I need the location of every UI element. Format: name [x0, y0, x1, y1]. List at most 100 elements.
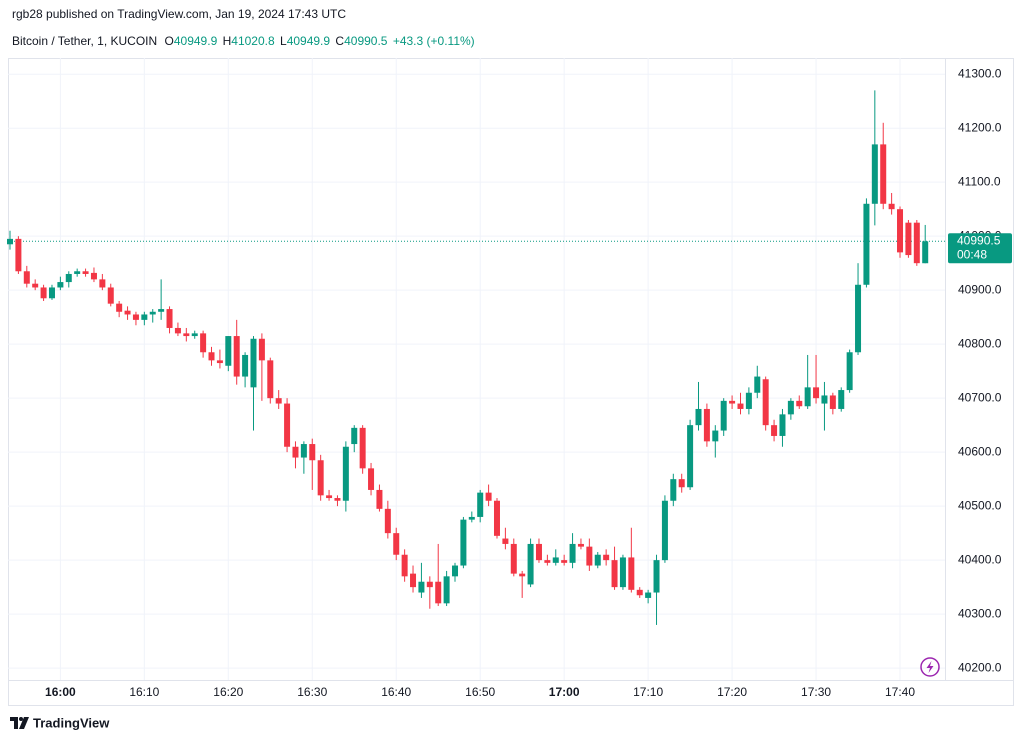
candle [737, 392, 744, 415]
candle-body [7, 238, 13, 245]
candle [796, 395, 803, 409]
candle [107, 283, 114, 307]
candle [720, 398, 727, 436]
candle-body [435, 581, 442, 604]
candle [174, 322, 181, 337]
ohlc-label: C [335, 34, 344, 48]
candle [712, 425, 719, 458]
candle [401, 549, 408, 582]
candle [242, 352, 249, 388]
countdown: 00:48 [957, 247, 987, 261]
logo-dot [19, 717, 23, 721]
candle-body [393, 533, 400, 555]
ohlc-value: 40949.9 [287, 34, 331, 48]
candle [200, 330, 207, 358]
candle-body [174, 327, 181, 334]
candle-body [57, 282, 64, 288]
y-tick-label: 41300.0 [958, 66, 1002, 80]
alert-icon[interactable] [920, 657, 940, 677]
candle [838, 387, 845, 412]
candle [149, 309, 156, 323]
candle-body [771, 425, 778, 436]
candle [90, 267, 97, 283]
candle [158, 279, 165, 320]
candle [636, 587, 643, 598]
candle [628, 527, 635, 593]
candle-body [141, 314, 148, 320]
candle-body [703, 408, 710, 442]
candle-body [636, 589, 643, 596]
candle [745, 387, 752, 415]
candle [922, 224, 929, 264]
candle-body [493, 500, 500, 536]
candle-body [880, 144, 887, 204]
candle [183, 327, 190, 342]
candle-body [107, 287, 114, 304]
candle [326, 489, 333, 501]
x-tick-label: 16:30 [297, 685, 327, 699]
y-tick-label: 40600.0 [958, 444, 1002, 458]
candle [23, 265, 30, 288]
candle-body [603, 554, 610, 561]
x-tick-label: 16:20 [213, 685, 243, 699]
candle-body [15, 238, 22, 272]
brand: TradingView [33, 715, 110, 730]
legend: Bitcoin / Tether, 1, KUCOIN O40949.9 H41… [12, 34, 475, 48]
candle-body [292, 446, 299, 458]
candle-body [922, 241, 929, 264]
candle [368, 462, 375, 496]
candle-body [653, 560, 660, 593]
candle [561, 554, 568, 566]
candle [267, 357, 274, 404]
candle-body [821, 395, 828, 404]
candle-body [855, 284, 862, 353]
candle-body [368, 468, 375, 490]
candle [376, 484, 383, 512]
candle [729, 395, 736, 409]
candle-body [594, 554, 601, 566]
alert-circle [920, 657, 940, 677]
candle-body [208, 352, 215, 361]
candle-body [510, 543, 517, 574]
candle [57, 276, 64, 291]
candle-body [166, 309, 173, 328]
candle-body [913, 222, 920, 264]
price-label: 40990.5 [957, 233, 1001, 247]
candle [334, 495, 341, 507]
candle-body [838, 390, 845, 409]
candle [116, 300, 123, 318]
candle-body [468, 516, 475, 520]
candle [384, 500, 391, 539]
candle-body [426, 581, 433, 588]
candle-body [359, 427, 366, 469]
candle-body [846, 352, 853, 391]
candle [762, 376, 769, 431]
candle [7, 230, 13, 250]
candle-body [460, 519, 467, 566]
candle-body [611, 560, 618, 588]
ohlc-value: 41020.8 [231, 34, 275, 48]
candle [754, 365, 761, 399]
candle [771, 419, 778, 442]
candle [645, 589, 652, 604]
candle-body [158, 309, 165, 312]
candle [99, 273, 106, 291]
candle [141, 311, 148, 326]
candle-body [519, 573, 526, 577]
candle-body [535, 543, 542, 561]
candle [787, 398, 794, 420]
candle [132, 311, 139, 326]
candle [619, 554, 626, 590]
y-tick-label: 40900.0 [958, 282, 1002, 296]
candle-body [233, 336, 240, 377]
candle [351, 425, 358, 453]
candle-body [149, 311, 156, 315]
candle [603, 549, 610, 566]
x-tick-label: 17:00 [549, 685, 580, 699]
candle [661, 495, 668, 563]
candle [527, 538, 534, 588]
candle-body [754, 376, 761, 393]
candle-body [183, 333, 190, 337]
price-box [948, 233, 1012, 264]
